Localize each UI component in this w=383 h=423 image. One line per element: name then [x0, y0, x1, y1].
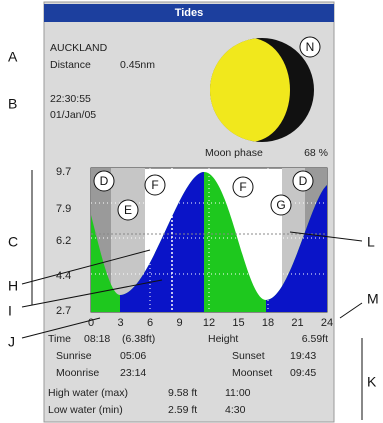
moon: [210, 38, 314, 142]
row-value: 23:14: [120, 367, 146, 379]
marker-circle: [292, 170, 314, 192]
date: 01/Jan/05: [50, 109, 96, 121]
marker-circle: [299, 36, 321, 58]
row-label: Time: [48, 333, 71, 345]
leader: [21, 279, 163, 308]
callout: H: [8, 278, 18, 294]
x-label: 0: [88, 317, 94, 329]
callout: A: [8, 49, 18, 65]
x-label: 6: [147, 317, 153, 329]
row-value: 11:00: [225, 387, 251, 399]
row-value: 05:06: [120, 350, 146, 362]
chart-marker: F: [239, 180, 246, 194]
leader: [21, 249, 151, 285]
leader: [339, 302, 363, 319]
row-value: (6.38ft): [122, 333, 155, 345]
chart-marker: E: [124, 203, 132, 217]
row-label: Moonrise: [56, 367, 99, 379]
chart-marker: G: [276, 198, 285, 212]
row-value: 2.59 ft: [168, 404, 197, 416]
callout: L: [367, 234, 375, 250]
callout: B: [8, 96, 17, 112]
x-label: 18: [262, 317, 274, 329]
time: 22:30:55: [50, 93, 91, 105]
y-label: 6.2: [56, 235, 71, 247]
tide-chart: [90, 167, 328, 313]
moon-marker: N: [306, 40, 315, 54]
distance: 0.45nm: [120, 59, 155, 71]
y-label: 2.7: [56, 305, 71, 317]
y-label: 9.7: [56, 166, 71, 178]
row-label: Low water (min): [48, 404, 123, 416]
x-label: 21: [291, 317, 303, 329]
row-label: Sunrise: [56, 350, 92, 362]
chart-marker: D: [299, 174, 308, 188]
y-label: 7.9: [56, 203, 71, 215]
row-value: 09:45: [290, 367, 316, 379]
row-value: 08:18: [84, 333, 110, 345]
callout: K: [367, 374, 377, 390]
y-label: 4.4: [56, 270, 71, 282]
marker-circle: [117, 199, 139, 221]
row-label: Sunset: [232, 350, 265, 362]
distance-label: Distance: [50, 59, 91, 71]
row-value: 4:30: [225, 404, 246, 416]
screen-title: Tides: [175, 7, 204, 19]
row-value: 9.58 ft: [168, 387, 197, 399]
callout: M: [367, 291, 379, 307]
chart-marker: D: [100, 174, 109, 188]
moon-phase: 68 %: [304, 147, 328, 159]
row-value: 6.59ft: [302, 333, 328, 345]
row-label: High water (max): [48, 387, 128, 399]
marker-circle: [93, 170, 115, 192]
marker-circle: [144, 174, 166, 196]
marker-circle: [270, 194, 292, 216]
x-label: 15: [232, 317, 244, 329]
row-value: 19:43: [290, 350, 316, 362]
leader: [21, 317, 101, 339]
title-bar: [44, 4, 334, 22]
location: AUCKLAND: [50, 42, 108, 54]
moon-phase-label: Moon phase: [205, 147, 263, 159]
callout: J: [8, 334, 15, 350]
x-label: 9: [176, 317, 182, 329]
x-label: 3: [117, 317, 123, 329]
leader: [289, 231, 363, 242]
callout: C: [8, 234, 18, 250]
row-label: Moonset: [232, 367, 272, 379]
marker-circle: [232, 176, 254, 198]
chart-marker: F: [151, 178, 158, 192]
x-label: 12: [203, 317, 215, 329]
x-label: 24: [321, 317, 333, 329]
row-label: Height: [208, 333, 238, 345]
callout: I: [8, 303, 12, 319]
